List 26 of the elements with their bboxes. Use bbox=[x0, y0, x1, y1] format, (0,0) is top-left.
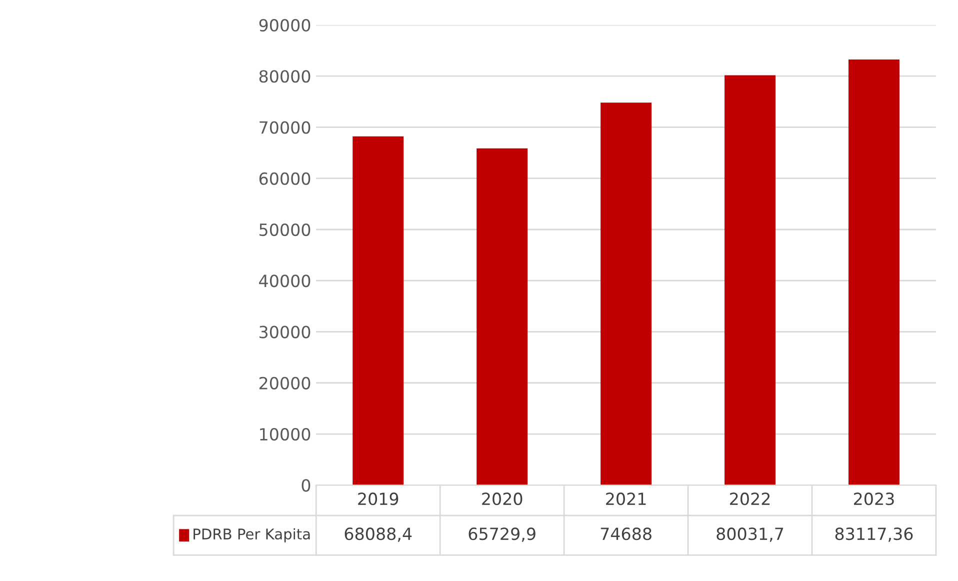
bar bbox=[352, 136, 404, 486]
data-label: 74688 bbox=[600, 528, 652, 540]
y-tick-label: 10000 bbox=[260, 428, 310, 441]
data-label: 68088,4 bbox=[344, 528, 412, 542]
x-tick-label: 2021 bbox=[606, 492, 646, 506]
y-tick-label: 60000 bbox=[259, 172, 310, 185]
y-tick-label: 30000 bbox=[260, 326, 310, 338]
x-tick-label: 2022 bbox=[730, 492, 770, 506]
y-tick-label: 90000 bbox=[259, 18, 310, 32]
y-tick-label: 70000 bbox=[260, 121, 310, 134]
x-tick-label: 2023 bbox=[854, 492, 894, 506]
data-label: 83117,36 bbox=[835, 528, 913, 542]
x-tick-label: 2020 bbox=[482, 492, 522, 506]
y-tick-label: 80000 bbox=[259, 70, 310, 83]
x-tick-label: 2019 bbox=[358, 492, 398, 506]
y-tick-label: 0 bbox=[302, 479, 310, 492]
legend-label: PDRB Per Kapita bbox=[194, 528, 310, 542]
data-label: 80031,7 bbox=[716, 528, 784, 542]
bar bbox=[600, 102, 652, 486]
bar bbox=[724, 75, 776, 486]
bar bbox=[476, 148, 528, 486]
y-tick-label: 40000 bbox=[259, 274, 310, 288]
bar bbox=[848, 59, 900, 486]
y-tick-label: 50000 bbox=[260, 223, 310, 236]
y-tick-label: 20000 bbox=[259, 376, 310, 390]
data-label: 65729,9 bbox=[468, 528, 536, 542]
